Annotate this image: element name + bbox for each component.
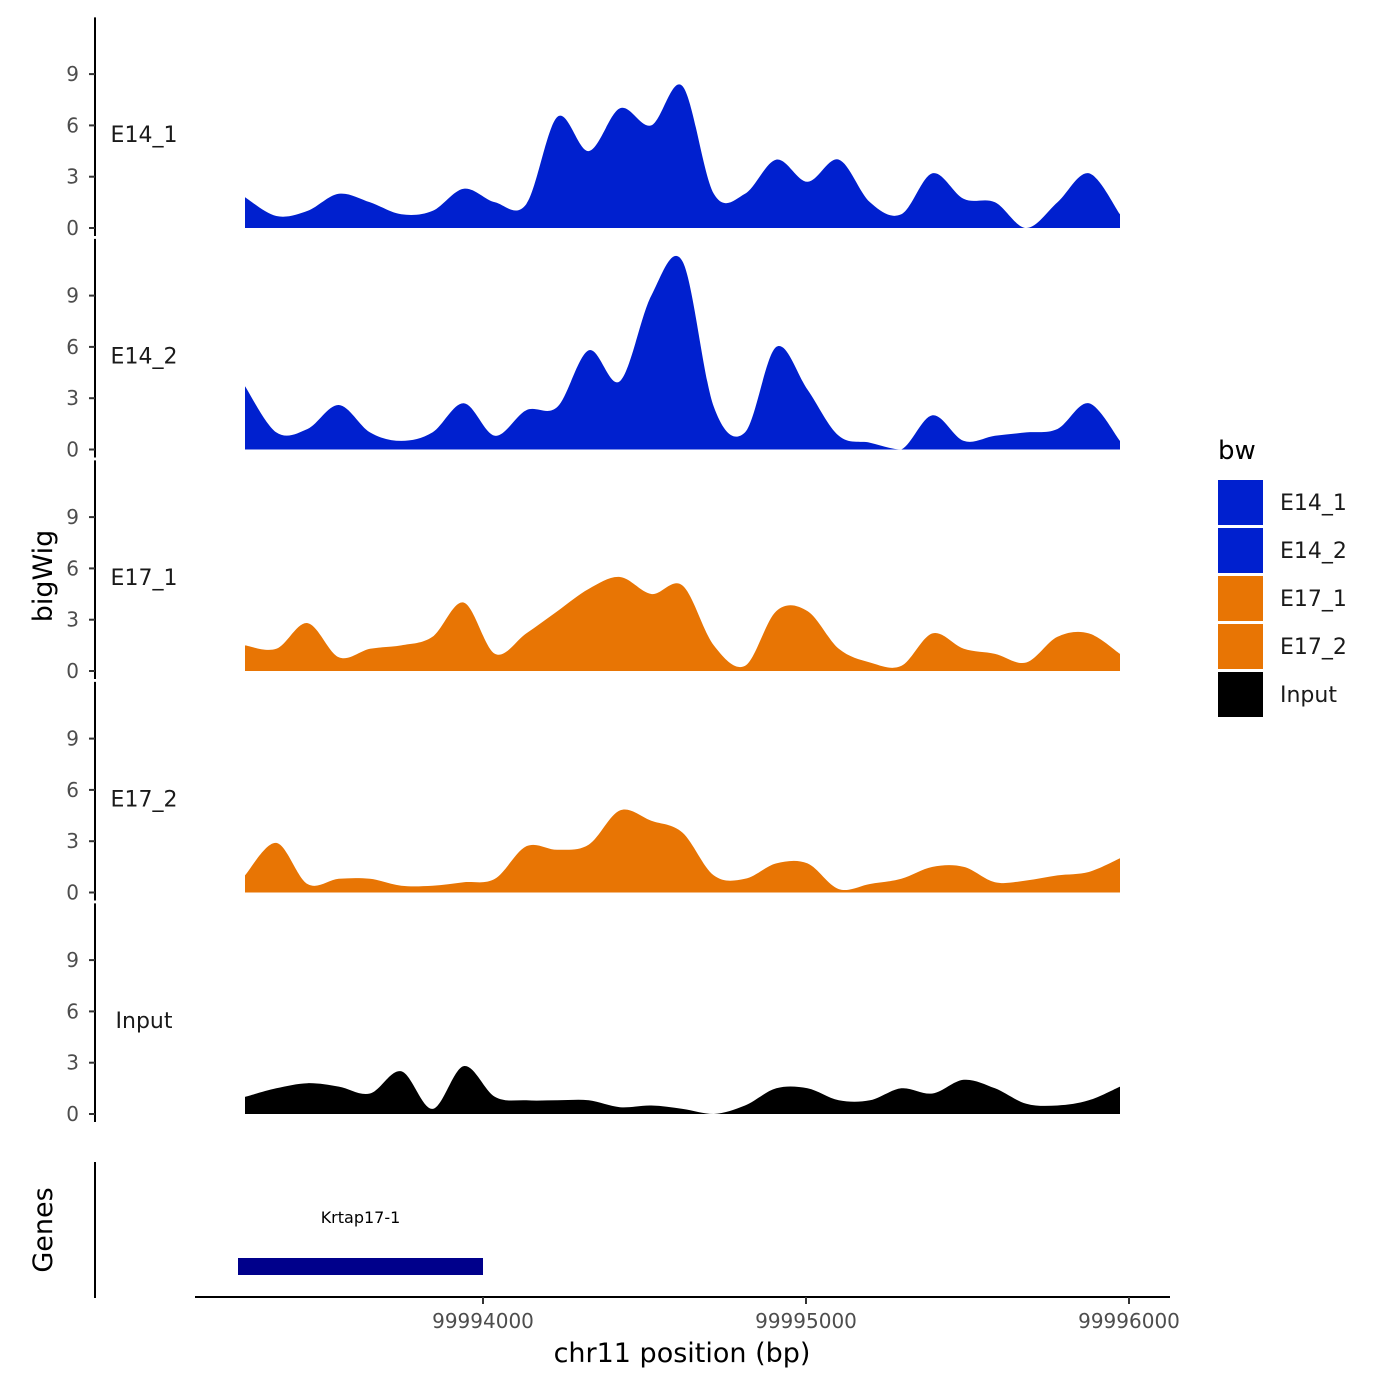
y-tick-label: 6 xyxy=(66,556,79,580)
x-axis: 99994000 99995000 99996000 chr11 position … xyxy=(195,1296,1180,1369)
y-tick-label: 0 xyxy=(66,216,79,240)
y-tick-label: 0 xyxy=(66,1102,79,1126)
y-tick-label: 0 xyxy=(66,881,79,905)
track-label-input: Input xyxy=(116,1009,173,1034)
x-axis-title: chr11 position (bp) xyxy=(554,1338,811,1369)
y-tick-label: 0 xyxy=(66,438,79,462)
gene-track: Genes Krtap17-1 xyxy=(28,1162,483,1298)
y-tick-label: 3 xyxy=(66,608,79,632)
area-e17-1 xyxy=(245,576,1120,671)
y-tick-label: 0 xyxy=(66,659,79,683)
legend-swatch-e14-2 xyxy=(1218,528,1263,573)
legend-swatch-e17-2 xyxy=(1218,624,1263,669)
y-tick-label: 9 xyxy=(66,948,79,972)
y-tick-label: 6 xyxy=(66,113,79,137)
track-label-e14-1: E14_1 xyxy=(111,123,178,148)
legend-swatch-e14-1 xyxy=(1218,480,1263,525)
legend-label-e17-1: E17_1 xyxy=(1280,587,1347,612)
legend-label-e14-1: E14_1 xyxy=(1280,491,1347,516)
legend-label-e17-2: E17_2 xyxy=(1280,635,1347,660)
legend-title: bw xyxy=(1218,436,1256,466)
y-tick-label: 6 xyxy=(66,335,79,359)
area-e17-2 xyxy=(245,809,1120,893)
legend-items: E14_1 E14_2 E17_1 E17_2 Input xyxy=(1218,480,1347,717)
y-tick-label: 9 xyxy=(66,284,79,308)
track-e14-2: 0 3 6 9 E14_2 xyxy=(66,238,1120,462)
y-tick-label: 6 xyxy=(66,999,79,1023)
y-tick-label: 3 xyxy=(66,386,79,410)
track-label-e17-2: E17_2 xyxy=(111,788,178,813)
track-e17-2: 0 3 6 9 E17_2 xyxy=(66,681,1120,905)
legend-swatch-e17-1 xyxy=(1218,576,1263,621)
track-label-e17-1: E17_1 xyxy=(111,566,178,591)
x-tick-label: 99995000 xyxy=(755,1309,857,1333)
gene-bar-krtap17-1 xyxy=(238,1258,483,1275)
y-tick-label: 6 xyxy=(66,778,79,802)
gene-label-krtap17-1: Krtap17-1 xyxy=(321,1208,401,1227)
legend-label-input: Input xyxy=(1280,683,1337,708)
x-ticks: 99994000 99995000 99996000 xyxy=(432,1297,1180,1333)
area-e14-1 xyxy=(245,84,1120,228)
area-e14-2 xyxy=(245,255,1120,450)
y-tick-label: 9 xyxy=(66,62,79,86)
bigwig-tracks: 0 3 6 9 E14_1 0 3 6 9 E14_2 0 3 6 9 E17_1 0 3 6 9 E17_2 0 3 6 9… xyxy=(66,17,1120,1126)
y-axis-title: bigWig xyxy=(28,530,59,623)
genes: Krtap17-1 xyxy=(238,1208,483,1275)
legend-swatch-input xyxy=(1218,672,1263,717)
x-tick-label: 99996000 xyxy=(1078,1309,1180,1333)
track-e17-1: 0 3 6 9 E17_1 xyxy=(66,460,1120,683)
track-input: 0 3 6 9 Input xyxy=(66,903,1120,1126)
gene-track-title: Genes xyxy=(28,1187,59,1272)
y-tick-label: 3 xyxy=(66,829,79,853)
area-input xyxy=(245,1065,1120,1114)
y-tick-label: 9 xyxy=(66,505,79,529)
x-tick-label: 99994000 xyxy=(432,1309,534,1333)
track-e14-1: 0 3 6 9 E14_1 xyxy=(66,17,1120,240)
legend: bw E14_1 E14_2 E17_1 E17_2 Input xyxy=(1218,436,1347,717)
y-tick-label: 3 xyxy=(66,165,79,189)
track-label-e14-2: E14_2 xyxy=(111,345,178,370)
legend-label-e14-2: E14_2 xyxy=(1280,539,1347,564)
y-tick-label: 3 xyxy=(66,1051,79,1075)
y-tick-label: 9 xyxy=(66,727,79,751)
